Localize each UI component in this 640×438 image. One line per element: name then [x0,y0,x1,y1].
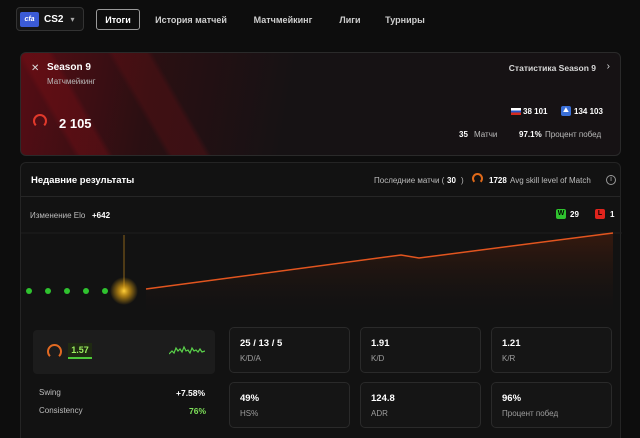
wins-count: 29 [570,210,579,219]
win-rate-value: 97.1% [519,130,542,139]
game-logo-icon: cfa [20,11,39,27]
elo-value: 2 105 [59,116,92,131]
divider [21,196,620,197]
stat-card-hs: 49% HS% [229,382,350,428]
russia-flag-icon [511,108,521,115]
consistency-value: 76% [189,406,207,416]
stat-value: 124.8 [371,393,395,404]
stat-value: 49% [240,393,260,404]
rating-score: 1.57 [68,343,92,359]
stat-label: HS% [240,409,259,418]
matches-label: Матчи [474,130,498,139]
avg-skill-value: 1728 [489,176,507,185]
swing-value: +7.58% [176,388,206,398]
wins-badge: W [556,209,566,219]
rating-gauge-icon [47,344,62,359]
chevron-right-icon[interactable]: › [606,61,610,72]
season-title: Season 9 [47,62,91,73]
season-subtitle: Матчмейкинг [47,77,96,86]
match-dot[interactable] [83,288,89,294]
match-dot[interactable] [26,288,32,294]
consistency-label: Consistency [39,406,83,415]
recent-matches-paren: ) [461,176,464,185]
game-selector[interactable]: cfa CS2 ▾ [16,7,84,31]
stat-value: 1.21 [502,338,521,349]
match-dot[interactable] [45,288,51,294]
recent-results-panel: Недавние результаты Последние матчи ( 30… [20,162,622,438]
skill-level-icon [472,173,483,184]
stat-value: 1.91 [371,338,390,349]
match-dot[interactable] [102,288,108,294]
stat-value: 96% [502,393,522,404]
losses-badge: L [595,209,605,219]
stat-label: K/D/A [240,354,261,363]
stat-label: K/R [502,354,516,363]
global-rank: 134 103 [574,107,603,116]
stat-card-adr: 124.8 ADR [360,382,481,428]
matches-count: 35 [459,130,468,139]
stat-card-kda: 25 / 13 / 5 K/D/A [229,327,350,373]
stat-card-kr: 1.21 K/R [491,327,612,373]
losses-count: 1 [610,210,615,219]
stat-label: K/D [371,354,385,363]
elo-chart[interactable] [21,225,622,315]
avg-skill-label: Avg skill level of Match [510,176,591,185]
stat-card-kd: 1.91 K/D [360,327,481,373]
tab-match-history[interactable]: История матчей [155,14,227,25]
stat-card-win-rate: 96% Процент побед [491,382,612,428]
stat-label: Процент побед [502,409,559,418]
season-card: ✕ Season 9 Матчмейкинг Статистика Season… [20,52,621,156]
match-dot[interactable] [64,288,70,294]
tab-overview[interactable]: Итоги [96,9,140,30]
chevron-down-icon: ▾ [70,14,75,24]
season-icon: ✕ [31,63,40,74]
stat-label: ADR [371,409,388,418]
tab-matchmaking[interactable]: Матчмейкинг [253,14,313,25]
global-rank-icon: ⛰ [561,106,571,116]
tab-leagues[interactable]: Лиги [339,14,361,25]
recent-matches-count: 30 [447,176,456,185]
info-icon[interactable]: i [606,175,616,185]
elo-change-label: Изменение Elo [30,211,86,220]
rating-sparkline [169,345,205,355]
elo-line [145,232,614,290]
recent-results-title: Недавние результаты [31,175,135,186]
win-rate-label: Процент побед [545,130,602,139]
tab-tournaments[interactable]: Турниры [385,14,425,25]
performance-rating: 1.57 [33,330,215,374]
country-rank: 38 101 [523,107,548,116]
swing-label: Swing [39,388,61,397]
recent-matches-label: Последние матчи ( [374,176,445,185]
elo-gauge-icon [33,114,47,128]
game-name: CS2 [44,13,64,25]
top-nav: cfa CS2 ▾ Итоги История матчей Матчмейки… [0,0,640,40]
stat-value: 25 / 13 / 5 [240,338,283,349]
elo-change-value: +642 [92,211,111,220]
season-stats-link[interactable]: Статистика Season 9 [508,63,596,73]
elo-area [146,233,613,315]
hover-point[interactable] [110,277,138,305]
